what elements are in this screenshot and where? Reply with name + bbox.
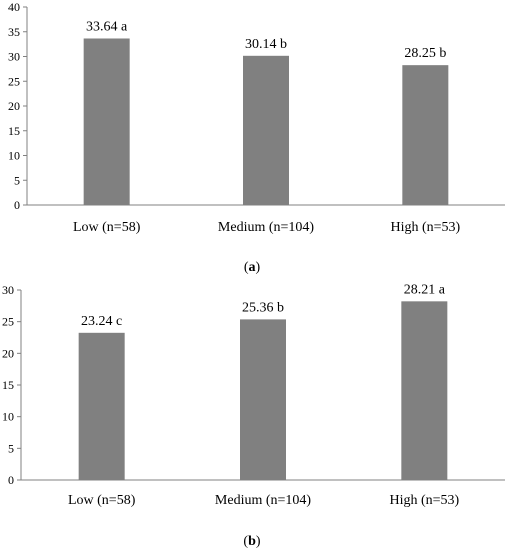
bar [243,55,289,205]
bar [240,319,286,480]
bar [78,332,125,480]
category-label: Low (n=58) [68,493,136,508]
data-label: 25.36 b [242,300,284,315]
y-tick-label: 15 [2,378,14,392]
category-label: Medium (n=104) [215,493,311,508]
category-label: High (n=53) [390,220,460,235]
data-label: 33.64 a [86,19,128,34]
category-label: High (n=53) [389,493,459,508]
data-label: 23.24 c [81,314,122,329]
y-tick-label: 0 [8,473,14,487]
caption-a: (a) [244,260,261,275]
y-tick-label: 25 [2,315,14,329]
chart-panel-b: 0 5 10 15 20 25 30 23.24 c Low (n=58) 25.36 b Medi… [2,282,505,508]
y-tick-label: 10 [8,149,20,163]
y-tick-label: 40 [8,0,20,14]
y-tick-label: 5 [8,441,14,455]
bar [402,65,449,205]
caption-b: (b) [243,534,260,549]
y-tick-label: 15 [8,124,20,138]
bar [83,38,130,206]
y-tick-label: 30 [2,283,14,297]
y-tick-label: 20 [8,99,20,113]
y-tick-label: 35 [8,25,20,39]
y-tick-label: 20 [2,346,14,360]
category-label: Medium (n=104) [218,220,314,235]
data-label: 30.14 b [245,37,287,52]
chart-panel-a: 0 5 10 15 20 25 30 35 40 33.64 a Low (n=58) 30.14 b… [8,0,505,235]
y-tick-label: 5 [14,173,20,187]
y-tick-label: 0 [14,198,20,212]
y-tick-label: 25 [8,74,20,88]
data-label: 28.21 a [404,282,446,297]
bar [401,301,448,480]
category-label: Low (n=58) [73,220,141,235]
y-tick-label: 10 [2,410,14,424]
data-label: 28.25 b [404,46,446,61]
y-tick-label: 30 [8,50,20,64]
